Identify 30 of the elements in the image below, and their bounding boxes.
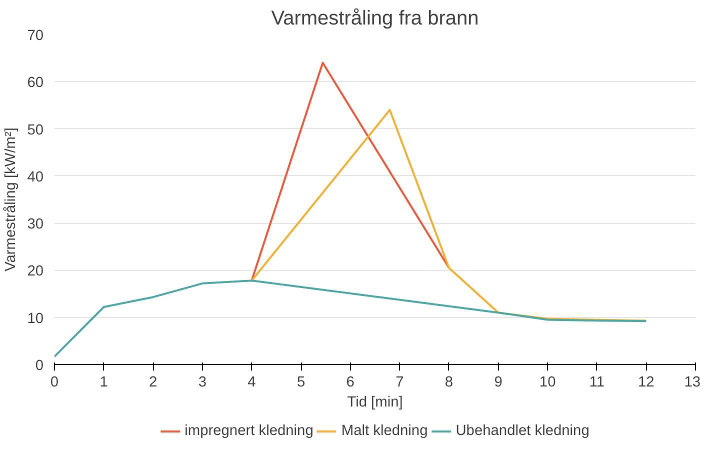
x-tick-label: 1 — [100, 374, 108, 390]
y-tick-label: 20 — [27, 264, 44, 280]
x-tick-label: 13 — [684, 374, 701, 390]
x-tick-label: 10 — [539, 374, 556, 390]
chart-title: Varmestråling fra brann — [271, 8, 479, 30]
y-axis-title: Varmestråling [kW/m²] — [3, 128, 20, 272]
x-tick-label: 2 — [149, 374, 158, 390]
x-tick-label: 11 — [589, 374, 604, 390]
x-tick-label: 4 — [248, 374, 256, 390]
legend-label: Ubehandlet kledning — [456, 422, 590, 438]
y-tick-label: 50 — [27, 122, 44, 138]
y-tick-label: 40 — [27, 169, 44, 186]
x-tick-label: 8 — [444, 374, 454, 390]
y-tick-label: 0 — [35, 358, 44, 374]
y-tick-label: 60 — [27, 75, 44, 92]
line-series — [250, 108, 648, 322]
x-tick-label: 7 — [396, 374, 404, 390]
x-tick-label: 12 — [638, 374, 654, 390]
x-tick-label: 5 — [296, 374, 306, 390]
x-tick-label: 9 — [494, 374, 502, 390]
legend-label: Malt kledning — [341, 422, 428, 438]
y-tick-label: 70 — [27, 28, 44, 44]
legend-label: impregnert kledning — [184, 422, 314, 438]
y-tick-label: 10 — [27, 310, 44, 327]
x-tick-label: 0 — [50, 374, 59, 390]
x-axis-title: Tid [min] — [347, 394, 403, 410]
y-tick-label: 30 — [27, 216, 44, 233]
line-series — [54, 280, 648, 358]
x-tick-label: 6 — [346, 374, 354, 390]
x-tick-label: 3 — [198, 374, 207, 390]
